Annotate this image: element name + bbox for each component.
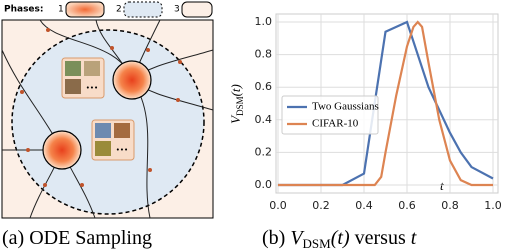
thumbnail-more: ••• <box>116 146 128 154</box>
thumbnail <box>114 123 130 138</box>
y-tick-label: 0.0 <box>255 178 273 191</box>
legend-title: Phases: <box>4 5 44 15</box>
flow-arrows <box>20 28 182 187</box>
thumbnail-more: ••• <box>86 84 98 92</box>
y-tick-label: 0.8 <box>255 48 273 61</box>
phase-label: 3 <box>174 5 180 15</box>
phase-swatch <box>65 1 105 18</box>
phase-1-region <box>112 60 152 100</box>
x-tick-label: 1.0 <box>484 199 502 212</box>
y-tick-label: 0.2 <box>255 145 273 158</box>
phase-1-region <box>42 130 82 170</box>
y-label-text: V <box>228 114 243 124</box>
phase-label: 1 <box>58 5 64 15</box>
phase-swatch <box>123 1 163 18</box>
caption: (b) VDSM(t) versus t <box>262 227 417 250</box>
caption-text: (t) <box>331 227 350 249</box>
caption-text: (b) <box>262 227 285 249</box>
legend-label: CIFAR-10 <box>312 118 359 130</box>
data-line <box>278 20 494 187</box>
y-label-text: (t) <box>228 84 243 96</box>
x-tick-label: 0.8 <box>441 199 459 212</box>
caption: (a) ODE Sampling <box>2 227 152 249</box>
caption-text: t <box>411 227 417 249</box>
legend-label: Two Gaussians <box>312 101 379 113</box>
phase-swatch <box>181 1 213 18</box>
thumbnail <box>84 61 100 76</box>
caption-text: DSM <box>303 236 332 250</box>
y-axis-label: VDSM(t) <box>228 84 245 124</box>
caption-text: versus <box>355 227 406 249</box>
y-tick-label: 1.0 <box>255 15 273 28</box>
x-tick-label: 0.4 <box>355 199 373 212</box>
thumbnail <box>65 79 81 94</box>
thumbnail <box>95 123 111 138</box>
x-tick-label: 0.2 <box>312 199 330 212</box>
x-tick-label: 0.6 <box>398 199 416 212</box>
thumbnail <box>65 61 81 76</box>
data-line <box>278 20 493 187</box>
thumbnail <box>95 141 111 156</box>
caption-text: V <box>290 227 305 249</box>
x-tick-label: 0.0 <box>269 199 287 212</box>
y-tick-label: 0.6 <box>255 80 273 93</box>
y-tick-label: 0.4 <box>255 113 273 126</box>
y-label-text: DSM <box>235 96 245 116</box>
phase-label: 2 <box>116 5 122 15</box>
